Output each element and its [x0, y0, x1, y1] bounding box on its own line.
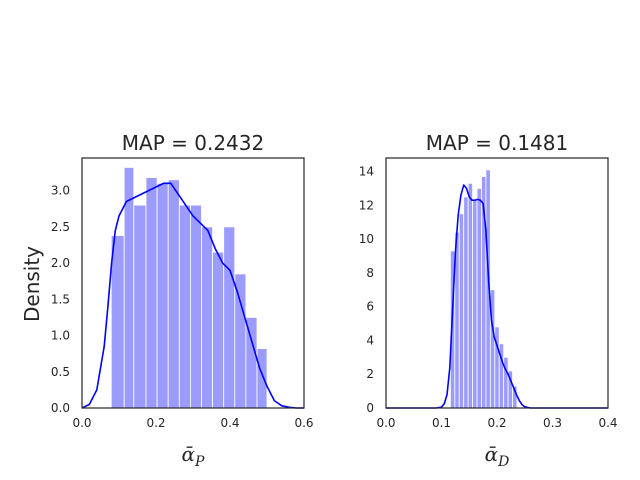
- subplot-left-y-tick-label: 0.5: [51, 365, 70, 379]
- subplot-right-histogram-bar: [476, 188, 482, 409]
- subplot-left-histogram-bar: [256, 348, 268, 409]
- subplot-left-histogram-bar: [245, 317, 258, 409]
- subplot-right-histogram-bar: [472, 199, 478, 409]
- subplot-left-histogram-bar: [190, 204, 202, 409]
- subplot-right-y-ticks: 0 2 4 6 8 10 12 14: [359, 165, 374, 415]
- subplot-right-x-tick-label: 0.0: [376, 416, 395, 430]
- subplot-right-x-axis-label: ᾱD: [485, 442, 510, 470]
- subplot-right-x-ticks: 0.0 0.1 0.2 0.3 0.4: [376, 416, 617, 430]
- subplot-right-histogram-bar: [463, 196, 469, 409]
- subplot-left-x-axis-label-sub: P: [194, 454, 205, 470]
- subplot-left-x-tick-label: 0.2: [146, 416, 165, 430]
- subplot-right-x-tick-label: 0.3: [543, 416, 562, 430]
- subplot-right-y-tick-label: 8: [366, 266, 374, 280]
- subplot-left-title: MAP = 0.2432: [122, 131, 264, 155]
- subplot-left-axes-frame: [81, 157, 305, 409]
- subplot-right-x-tick-label: 0.1: [432, 416, 451, 430]
- subplot-left-x-tick-label: 0.0: [72, 416, 91, 430]
- subplot-right-x-axis-label-sub: D: [497, 454, 509, 470]
- subplot-left-x-tick-label: 0.6: [294, 416, 313, 430]
- subplot-right-y-tick-label: 10: [359, 232, 374, 246]
- subplot-right: MAP = 0.1481 0.0 0.1 0.2 0.3 0.4 0 2 4 6 8 10 12 14…: [359, 131, 618, 470]
- subplot-left-y-tick-label: 2.0: [51, 256, 70, 270]
- subplot-left-y-tick-label: 1.5: [51, 292, 70, 306]
- subplot-right-y-tick-label: 6: [366, 300, 374, 314]
- subplot-left-histogram-bar: [234, 273, 247, 409]
- subplot-left-y-tick-label: 3.0: [51, 184, 70, 198]
- subplot-right-x-tick-label: 0.4: [598, 416, 617, 430]
- subplot-right-x-tick-label: 0.2: [487, 416, 506, 430]
- subplot-right-histogram-bar: [458, 213, 465, 409]
- subplot-left-kde: [81, 182, 304, 409]
- subplot-left-x-axis-label-base: ᾱ: [182, 442, 196, 466]
- subplot-right-title: MAP = 0.1481: [426, 131, 568, 155]
- subplot-left-histogram-bar: [110, 235, 125, 409]
- subplot-left-x-axis-label: ᾱP: [182, 442, 206, 470]
- subplot-left-histogram-bar: [201, 226, 214, 409]
- subplot-left-y-axis-label: Density: [20, 246, 44, 322]
- subplot-left-histogram-bar: [167, 179, 180, 409]
- subplot-left-y-tick-label: 2.5: [51, 220, 70, 234]
- subplot-left-y-tick-label: 0.0: [51, 401, 70, 415]
- subplot-right-y-tick-label: 14: [359, 165, 374, 179]
- subplot-left-bars: [110, 167, 268, 409]
- subplot-left-x-tick-label: 0.4: [220, 416, 239, 430]
- subplot-right-kde: [386, 184, 608, 409]
- subplot-right-axes-frame: [385, 157, 609, 409]
- subplot-right-y-tick-label: 12: [359, 198, 374, 212]
- subplot-right-kde-line: [386, 184, 608, 409]
- subplot-right-histogram-bar: [467, 182, 473, 409]
- subplot-left-histogram-bar: [145, 177, 158, 409]
- subplot-right-y-tick-label: 0: [366, 401, 374, 415]
- subplot-left-histogram-bar: [178, 204, 191, 409]
- subplot-left-histogram-bar: [212, 251, 225, 409]
- subplot-right-y-tick-label: 2: [366, 367, 374, 381]
- subplot-right-y-tick-label: 4: [366, 333, 374, 347]
- subplot-left-x-ticks: 0.0 0.2 0.4 0.6: [72, 416, 313, 430]
- subplot-left-kde-line: [81, 182, 304, 409]
- subplot-left-y-tick-label: 1.0: [51, 329, 70, 343]
- subplot-left: MAP = 0.2432 0.0 0.2 0.4 0.6 0.0 0.5 1.0 1.5 2.…: [20, 131, 314, 470]
- subplot-left-histogram-bar: [133, 204, 147, 409]
- subplot-left-histogram-bar: [223, 226, 236, 409]
- subplot-right-x-axis-label-base: ᾱ: [485, 442, 499, 466]
- subplot-left-y-ticks: 0.0 0.5 1.0 1.5 2.0 2.5 3.0: [51, 184, 70, 415]
- subplot-left-histogram-bar: [156, 182, 169, 409]
